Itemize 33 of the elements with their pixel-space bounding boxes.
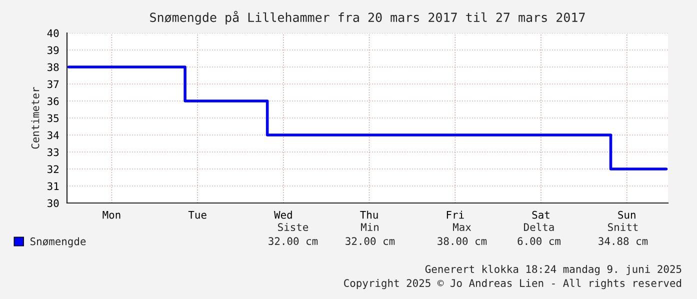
y-tick-label: 39: [48, 46, 59, 54]
y-tick-label: 30: [48, 199, 59, 208]
text: 34.88 cm: [598, 237, 648, 246]
text: 6.00 cm: [518, 237, 560, 246]
x-tick-label: Sat: [532, 210, 550, 219]
text: Generert klokka 18:24 mandag 9. juni 2025: [425, 264, 682, 276]
y-tick-label: 34: [48, 131, 59, 140]
legend-label: Snømengde: [30, 237, 86, 248]
x-tick-label: Tue: [188, 211, 206, 219]
y-tick-label: 33: [48, 148, 59, 156]
chart-title: Snømengde på Lillehammer fra 20 mars 2017 til 27 mars 2017: [150, 10, 585, 25]
x-tick-label: Mon: [102, 211, 120, 219]
x-tick-label: Fri: [446, 210, 464, 219]
y-tick-label: 31: [48, 182, 59, 190]
y-tick-label: 40: [47, 29, 59, 38]
text: 38.00 cm: [438, 237, 487, 246]
text: Max: [453, 223, 472, 232]
y-tick-label: 32: [48, 165, 58, 174]
y-tick-label: 35: [48, 114, 59, 122]
text: Snitt: [608, 222, 638, 232]
text: Min: [361, 222, 378, 231]
y-axis-title: Centimeter: [31, 87, 40, 149]
text: 32.00 cm: [268, 237, 318, 246]
y-tick-label: 37: [48, 80, 59, 88]
text: Delta: [524, 222, 554, 232]
x-tick-label: Thu: [360, 210, 378, 219]
y-tick-label: 38: [48, 63, 59, 72]
y-tick-label: 36: [48, 97, 59, 106]
text: 32.00 cm: [346, 237, 395, 246]
x-tick-label: Wed: [274, 210, 292, 219]
text: Copyright 2025 © Jo Andreas Lien - All rights reserved: [344, 278, 682, 290]
x-tick-label: Sun: [618, 210, 636, 219]
text: Siste: [278, 222, 308, 232]
